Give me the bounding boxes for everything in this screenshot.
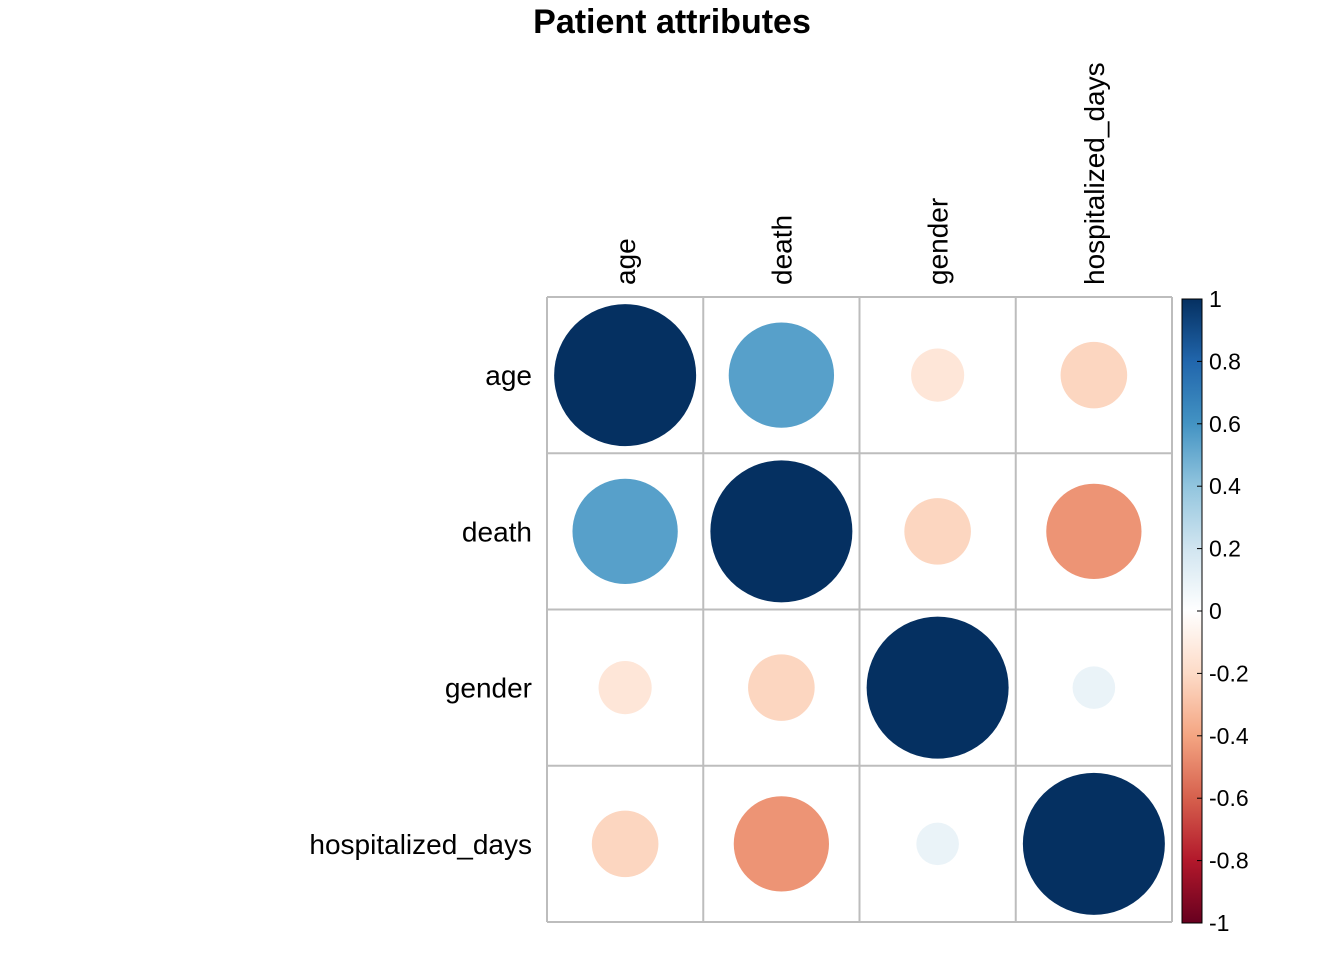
legend-color-bar (1182, 299, 1202, 923)
legend-tick-label: -0.4 (1209, 723, 1249, 749)
legend-tick-label: -0.6 (1209, 785, 1249, 811)
legend-ticks: 1 0.8 0.6 0.4 0.2 0 -0.2 -0.4 -0.6 -0.8 -1 (1181, 286, 1249, 936)
corr-circle-gender-gender (866, 616, 1009, 759)
legend-tick-label: -1 (1209, 910, 1229, 936)
legend-tick-label: 0 (1209, 598, 1222, 624)
row-label-hospitalized_days: hospitalized_days (309, 829, 532, 860)
corr-circle-age-gender (911, 348, 965, 402)
corr-circle-gender-death (748, 654, 815, 721)
chart-title: Patient attributes (533, 3, 811, 41)
corr-circle-hospitalized_days-age (591, 810, 659, 878)
correlation-circles (554, 304, 1165, 915)
col-label-gender: gender (923, 198, 954, 285)
corr-circle-gender-age (598, 661, 652, 715)
col-label-hospitalized_days: hospitalized_days (1079, 62, 1110, 285)
axis-labels: age age death death gender gender hospitalized… (309, 62, 1109, 859)
corr-circle-hospitalized_days-gender (916, 822, 959, 866)
corr-circle-age-hospitalized_days (1060, 341, 1128, 409)
corr-circle-hospitalized_days-death (733, 796, 830, 892)
color-legend: 1 0.8 0.6 0.4 0.2 0 -0.2 -0.4 -0.6 -0.8 -1 (1181, 286, 1249, 936)
legend-tick-label: -0.8 (1209, 848, 1249, 874)
corr-circle-gender-hospitalized_days (1072, 666, 1116, 709)
corr-circle-death-gender (904, 498, 971, 565)
col-label-age: age (610, 238, 641, 285)
legend-tick-label: -0.2 (1209, 660, 1249, 686)
legend-tick-label: 0.4 (1209, 473, 1241, 499)
corr-circle-age-death (728, 322, 835, 428)
legend-tick-label: 0.6 (1209, 411, 1241, 437)
row-label-death: death (462, 516, 532, 547)
legend-tick-label: 0.8 (1209, 348, 1241, 374)
corr-circle-age-age (554, 304, 697, 447)
row-label-age: age (485, 360, 532, 391)
col-label-death: death (766, 215, 797, 285)
row-label-gender: gender (445, 673, 532, 704)
corr-circle-death-age (572, 478, 678, 585)
legend-tick-label: 0.2 (1209, 536, 1241, 562)
corr-circle-death-hospitalized_days (1046, 483, 1142, 580)
corr-circle-death-death (710, 460, 853, 603)
corr-circle-hospitalized_days-hospitalized_days (1022, 772, 1165, 915)
legend-tick-label: 1 (1209, 286, 1222, 312)
correlation-grid (546, 296, 1173, 923)
